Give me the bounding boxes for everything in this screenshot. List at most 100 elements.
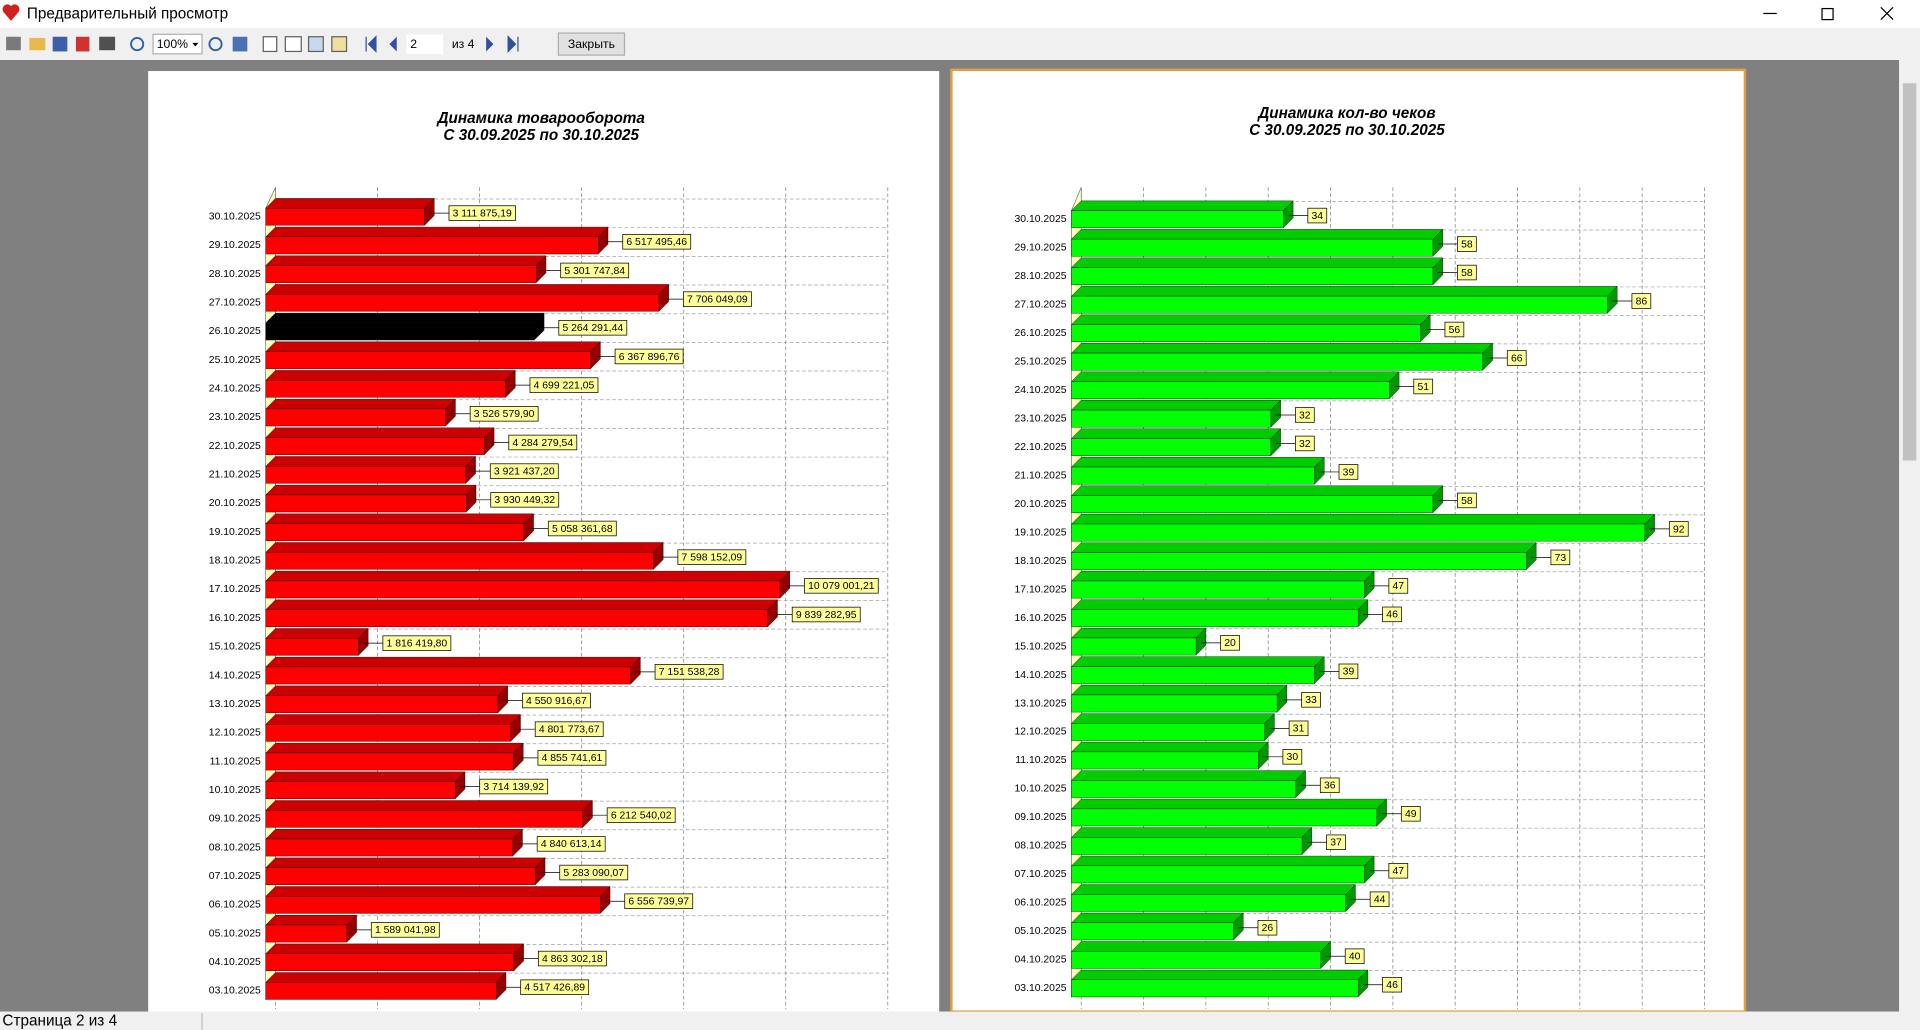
value-label: 49 — [1405, 809, 1417, 820]
value-label-box — [804, 578, 879, 594]
value-label-box — [522, 692, 591, 709]
bar-front — [265, 695, 499, 713]
edit-button[interactable] — [331, 36, 348, 53]
bar-top — [265, 857, 546, 868]
value-label-box — [1388, 578, 1409, 594]
page-input[interactable] — [406, 34, 444, 54]
bar — [1070, 941, 1331, 969]
value-label: 6 517 495,46 — [626, 237, 687, 248]
value-label: 6 556 739,97 — [628, 897, 689, 908]
zoom-box[interactable] — [152, 33, 203, 55]
value-label: 7 151 538,28 — [659, 667, 720, 678]
value-label: 4 801 773,67 — [539, 725, 600, 736]
category-label: 25.10.2025 — [1015, 356, 1067, 367]
value-label: 7 598 152,09 — [682, 553, 743, 564]
bar-front — [265, 466, 466, 484]
bar-top — [1070, 627, 1207, 639]
value-label: 36 — [1324, 781, 1336, 792]
bar-front — [1071, 637, 1197, 656]
fit-button[interactable] — [232, 36, 248, 52]
category-label: 25.10.2025 — [209, 355, 261, 366]
value-label-box — [559, 864, 629, 881]
value-label: 3 714 139,92 — [483, 782, 544, 793]
next-page-button[interactable] — [486, 36, 494, 52]
category-label: 26.10.2025 — [1015, 328, 1067, 339]
bar-top — [1070, 200, 1294, 211]
value-label-box — [1294, 435, 1315, 452]
restore-button[interactable] — [1821, 7, 1834, 21]
find-button[interactable] — [99, 36, 116, 51]
value-label-box — [1382, 606, 1402, 623]
value-label-box — [1506, 350, 1527, 366]
prev-page-button[interactable] — [389, 36, 397, 52]
value-label: 31 — [1293, 724, 1305, 735]
value-label-box — [677, 549, 747, 565]
zoom-dropdown[interactable] — [192, 42, 199, 47]
print-button[interactable] — [6, 36, 21, 51]
category-label: 15.10.2025 — [209, 642, 261, 653]
value-label: 6 212 540,02 — [611, 811, 672, 822]
first-page-button[interactable] — [365, 35, 377, 53]
bar-front — [1071, 267, 1434, 285]
bar-top — [1070, 798, 1388, 810]
bar — [265, 542, 664, 570]
bar-front — [1071, 666, 1315, 684]
bar — [1070, 570, 1375, 599]
value-label-box — [1550, 549, 1571, 566]
window-title: Предварительный просмотр — [27, 6, 228, 23]
value-label-box — [537, 750, 607, 766]
value-label-box — [529, 377, 599, 393]
value-label: 39 — [1343, 467, 1355, 478]
bar-top — [1070, 428, 1282, 439]
value-label-box — [547, 520, 617, 537]
category-label: 29.10.2025 — [1015, 242, 1067, 253]
close-preview-button[interactable] — [557, 32, 626, 56]
value-label-box — [1294, 407, 1315, 423]
zoom-value: 100% — [157, 37, 188, 51]
bar-front — [1071, 894, 1346, 912]
one-page-button[interactable] — [262, 36, 278, 53]
bar-top — [1070, 514, 1656, 525]
bar-top — [1070, 371, 1400, 382]
bar — [265, 283, 670, 312]
page-settings-button[interactable] — [307, 36, 324, 53]
value-label: 47 — [1393, 581, 1405, 592]
value-label-box — [1257, 920, 1278, 936]
category-label: 14.10.2025 — [1015, 670, 1067, 681]
value-label: 39 — [1343, 667, 1355, 678]
open-button[interactable] — [29, 37, 46, 51]
bar-front — [265, 666, 631, 685]
category-label: 11.10.2025 — [210, 756, 261, 767]
bar-front — [1071, 723, 1265, 741]
scroll-thumb[interactable] — [1902, 83, 1917, 461]
bar-front — [1071, 466, 1315, 485]
pdf-button[interactable] — [75, 36, 90, 52]
bar-top — [1070, 741, 1269, 753]
bar — [1070, 228, 1444, 257]
category-label: 16.10.2025 — [209, 613, 261, 624]
bar-top — [265, 570, 791, 582]
value-label: 47 — [1393, 866, 1405, 877]
bar — [265, 570, 791, 599]
value-label: 58 — [1461, 496, 1473, 507]
bar-front — [265, 494, 467, 513]
bar-top — [1070, 457, 1325, 468]
value-label-box — [448, 205, 516, 221]
close-window-button[interactable] — [1880, 6, 1894, 21]
bar — [1070, 884, 1356, 912]
value-label: 3 930 449,32 — [494, 495, 555, 506]
two-page-button[interactable] — [284, 36, 302, 53]
bar-top — [1070, 257, 1444, 268]
bar-top — [1070, 855, 1375, 867]
value-label-box — [1457, 264, 1477, 281]
save-button[interactable] — [52, 36, 68, 52]
bar-top — [265, 800, 593, 811]
zoom-in-button[interactable] — [130, 37, 145, 52]
bar-front — [1071, 951, 1321, 969]
zoom-out-button[interactable] — [208, 37, 223, 52]
bar-top — [265, 513, 535, 524]
bar-front — [1071, 694, 1278, 713]
last-page-button[interactable] — [507, 35, 519, 53]
bar — [1070, 684, 1288, 713]
bar-front — [265, 781, 456, 799]
